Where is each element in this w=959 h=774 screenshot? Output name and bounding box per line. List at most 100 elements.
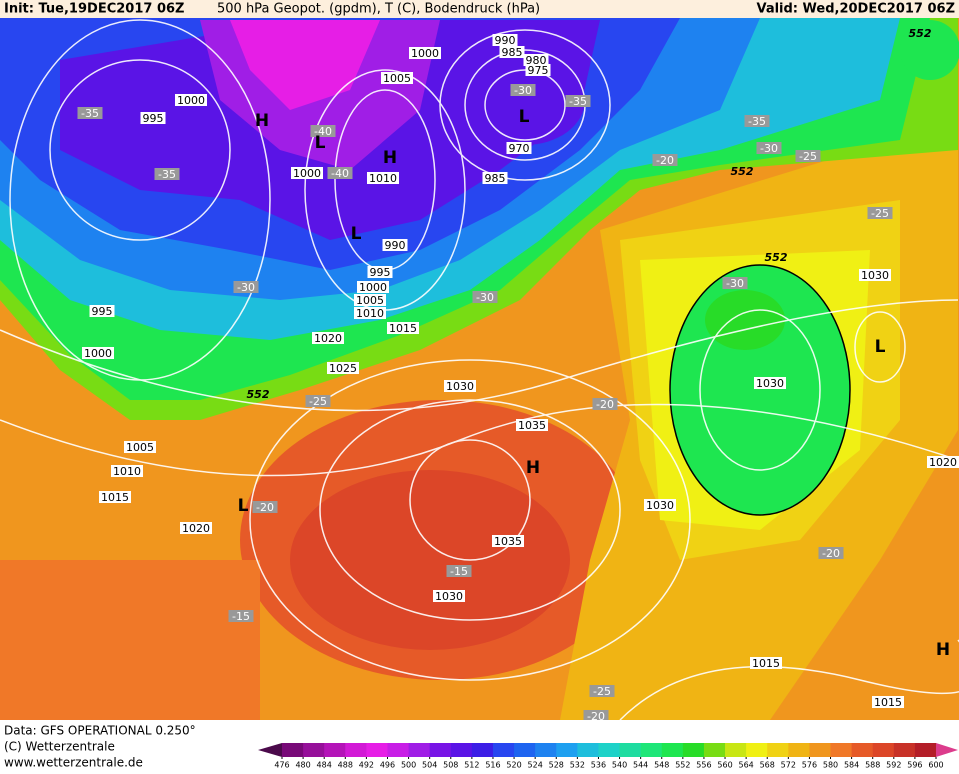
pressure-center: L [238,496,249,516]
pressure-label: 1015 [101,491,129,504]
pressure-label: 995 [143,112,164,125]
colorbar-tick-label: 516 [485,761,500,770]
pressure-label: 1030 [446,380,474,393]
colorbar-segment [430,743,452,757]
colorbar-segment [556,743,578,757]
temperature-label: -30 [760,142,778,155]
colorbar-segment [767,743,789,757]
pressure-center: L [519,107,530,127]
pressure-label: 1025 [329,362,357,375]
temperature-label: -40 [331,167,349,180]
temperature-label: -25 [799,150,817,163]
colorbar-tick-label: 564 [738,761,753,770]
height-label: 552 [247,388,270,401]
colorbar-tick-label: 524 [528,761,543,770]
pressure-label: 1035 [494,535,522,548]
colorbar-segment [641,743,663,757]
temperature-label: -25 [871,207,889,220]
pressure-label: 995 [370,266,391,279]
data-source: Data: GFS OPERATIONAL 0.250° [4,724,196,738]
colorbar-segment [409,743,431,757]
temperature-label: -20 [822,547,840,560]
temperature-label: -35 [748,115,766,128]
temperature-label: -30 [237,281,255,294]
pressure-center: H [526,458,540,478]
colorbar-tick-label: 600 [928,761,943,770]
colorbar-segment [683,743,705,757]
colorbar-tick-label: 536 [591,761,606,770]
pressure-label: 975 [528,64,549,77]
colorbar-segment [514,743,536,757]
pressure-center: L [315,133,326,153]
colorbar-segment [472,743,494,757]
pressure-label: 1015 [389,322,417,335]
colorbar-tick-label: 520 [506,761,521,770]
map-title: 500 hPa Geopot. (gpdm), T (C), Bodendruc… [217,2,540,17]
colorbar-tick-label: 552 [675,761,690,770]
temperature-label: -20 [596,398,614,411]
colorbar-segment [915,743,937,757]
colorbar-segment [620,743,642,757]
pressure-label: 985 [502,46,523,59]
pressure-center: H [383,148,397,168]
colorbar-tick-label: 532 [570,761,585,770]
colorbar-segment [894,743,916,757]
temperature-label: -35 [569,95,587,108]
colorbar-segment [746,743,768,757]
pressure-center: L [351,224,362,244]
pressure-label: 1030 [756,377,784,390]
pressure-center: L [875,337,886,357]
pressure-label: 1000 [359,281,387,294]
colorbar-segment [451,743,473,757]
colorbar-tick-label: 484 [317,761,332,770]
colorbar-segment [725,743,747,757]
colorbar-tick-label: 496 [380,761,395,770]
pressure-label: 995 [92,305,113,318]
height-label: 552 [909,27,932,40]
pressure-label: 1020 [182,522,210,535]
colorbar-segment [324,743,346,757]
colorbar-tick-label: 560 [717,761,732,770]
pressure-label: 1005 [126,441,154,454]
temperature-label: -35 [81,107,99,120]
colorbar-segment [788,743,810,757]
colorbar-segment [577,743,599,757]
colorbar-tick-label: 576 [802,761,817,770]
pressure-label: 1020 [929,456,957,469]
colorbar-tick-label: 548 [654,761,669,770]
pressure-label: 985 [485,172,506,185]
colorbar-tick-label: 584 [844,761,859,770]
pressure-label: 1005 [356,294,384,307]
colorbar-tick-label: 480 [295,761,310,770]
colorbar-segment [387,743,409,757]
colorbar-segment [831,743,853,757]
pressure-center: H [255,111,269,131]
pressure-label: 1005 [383,72,411,85]
pressure-label: 1030 [646,499,674,512]
colorbar-segment [282,743,304,757]
pressure-label: 1000 [411,47,439,60]
pressure-label: 1015 [752,657,780,670]
colorbar-segment [809,743,831,757]
temperature-label: -30 [476,291,494,304]
colorbar-tick-label: 500 [401,761,416,770]
colorbar-segment [662,743,684,757]
colorbar-segment [598,743,620,757]
temperature-label: -25 [309,395,327,408]
pressure-label: 1010 [113,465,141,478]
colorbar-tick-label: 568 [760,761,775,770]
pressure-label: 1000 [84,347,112,360]
colorbar-segment [345,743,367,757]
temperature-label: -20 [656,154,674,167]
temperature-label: -25 [593,685,611,698]
copyright: (C) Wetterzentrale [4,740,115,754]
pressure-center: H [936,640,950,660]
colorbar-tick-label: 588 [865,761,880,770]
temperature-label: -15 [450,565,468,578]
pressure-label: 1035 [518,419,546,432]
colorbar-tick-label: 544 [633,761,648,770]
colorbar-tick-label: 512 [464,761,479,770]
colorbar-tick-label: 592 [886,761,901,770]
temperature-label: -35 [158,168,176,181]
colorbar-segment [873,743,895,757]
